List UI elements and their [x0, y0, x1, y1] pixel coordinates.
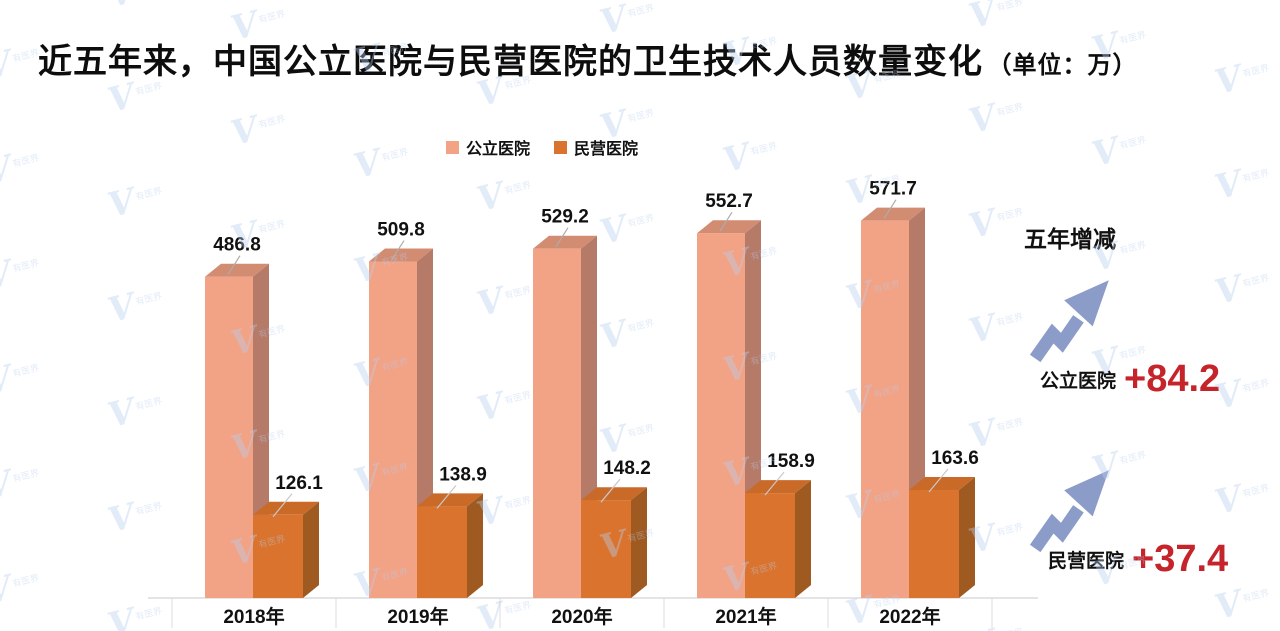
bar-private-side-face	[795, 480, 811, 598]
leader-line	[391, 240, 405, 260]
bar-group-2021年: 552.7 158.9 2021年	[697, 191, 815, 628]
bar-private-top-face	[417, 493, 483, 507]
bar-private-top-face	[581, 487, 647, 501]
value-label-public: 571.7	[869, 179, 917, 200]
summary-public-value: +84.2	[1124, 357, 1221, 400]
bar-public-top-face	[861, 207, 925, 221]
value-label-private: 138.9	[439, 464, 487, 485]
bar-private-front-face	[253, 514, 303, 598]
leader-line	[555, 227, 569, 248]
bar-private-front-face	[909, 490, 959, 598]
bar-public-front-face	[697, 233, 745, 598]
year-label: 2020年	[551, 605, 612, 628]
bar-group-2022年: 571.7 163.6 2022年	[861, 179, 979, 628]
value-label-private: 126.1	[275, 473, 323, 494]
summary-public-label: 公立医院	[1040, 370, 1117, 392]
summary-private-label: 民营医院	[1048, 550, 1125, 572]
value-label-public: 486.8	[213, 235, 261, 256]
bar-private-front-face	[581, 500, 631, 598]
legend-swatch-public	[446, 140, 459, 154]
bar-group-2019年: 509.8 138.9 2019年	[369, 220, 487, 628]
bar-public-top-face	[533, 235, 597, 249]
bar-private-top-face	[253, 501, 319, 515]
chart-title: 近五年来，中国公立医院与民营医院的卫生技术人员数量变化	[38, 43, 983, 81]
legend: 公立医院 民营医院	[446, 135, 638, 159]
bar-private-front-face	[745, 493, 795, 598]
value-label-public: 509.8	[377, 220, 425, 241]
value-label-public: 529.2	[541, 207, 589, 228]
value-label-private: 148.2	[603, 458, 651, 479]
summary-private-value: +37.4	[1132, 537, 1229, 580]
legend-swatch-private	[554, 140, 568, 154]
leader-line	[227, 255, 241, 276]
year-label: 2021年	[715, 605, 776, 628]
bar-public-front-face	[533, 248, 581, 598]
legend-label-public: 公立医院	[466, 141, 531, 158]
value-label-private: 163.6	[931, 448, 979, 469]
bar-private-top-face	[745, 480, 811, 494]
bar-group-2018年: 486.8 126.1 2018年	[205, 235, 323, 628]
year-label: 2019年	[387, 605, 448, 628]
bar-private-side-face	[303, 501, 319, 598]
bar-public-front-face	[205, 276, 253, 598]
bar-public-top-face	[205, 263, 269, 277]
leader-line	[600, 478, 621, 503]
bar-public-top-face	[369, 248, 433, 262]
year-label: 2022年	[879, 605, 940, 628]
bar-private-side-face	[467, 493, 483, 598]
bar-private-side-face	[631, 487, 647, 598]
leader-line	[883, 199, 897, 219]
bar-public-top-face	[697, 220, 761, 234]
legend-item-public: 公立医院	[446, 135, 530, 159]
summary-title: 五年增减	[1024, 226, 1116, 252]
leader-line	[436, 484, 457, 509]
leader-line	[764, 471, 785, 496]
leader-line	[272, 493, 293, 518]
legend-label-private: 民营医院	[574, 141, 639, 158]
bar-private-side-face	[959, 477, 975, 598]
bar-public-front-face	[861, 220, 909, 599]
bar-private-front-face	[417, 506, 467, 598]
leader-line	[928, 468, 949, 493]
summary-row-private: 民营医院 +37.4	[1048, 536, 1228, 582]
value-label-public: 552.7	[705, 191, 753, 212]
trend-up-arrow-icon	[1029, 280, 1109, 363]
unit-label: （单位：万）	[987, 52, 1138, 79]
bar-private-top-face	[909, 477, 975, 491]
leader-line	[719, 211, 733, 232]
bar-public-front-face	[369, 261, 417, 598]
summary-row-public: 公立医院 +84.2	[1040, 356, 1220, 402]
year-label: 2018年	[223, 605, 284, 628]
page-title: 近五年来，中国公立医院与民营医院的卫生技术人员数量变化 （单位：万）	[38, 34, 1137, 83]
trend-up-arrow-icon	[1029, 470, 1109, 553]
legend-item-private: 民营医院	[554, 135, 638, 159]
value-label-private: 158.9	[767, 451, 815, 472]
bar-group-2020年: 529.2 148.2 2020年	[533, 207, 651, 628]
